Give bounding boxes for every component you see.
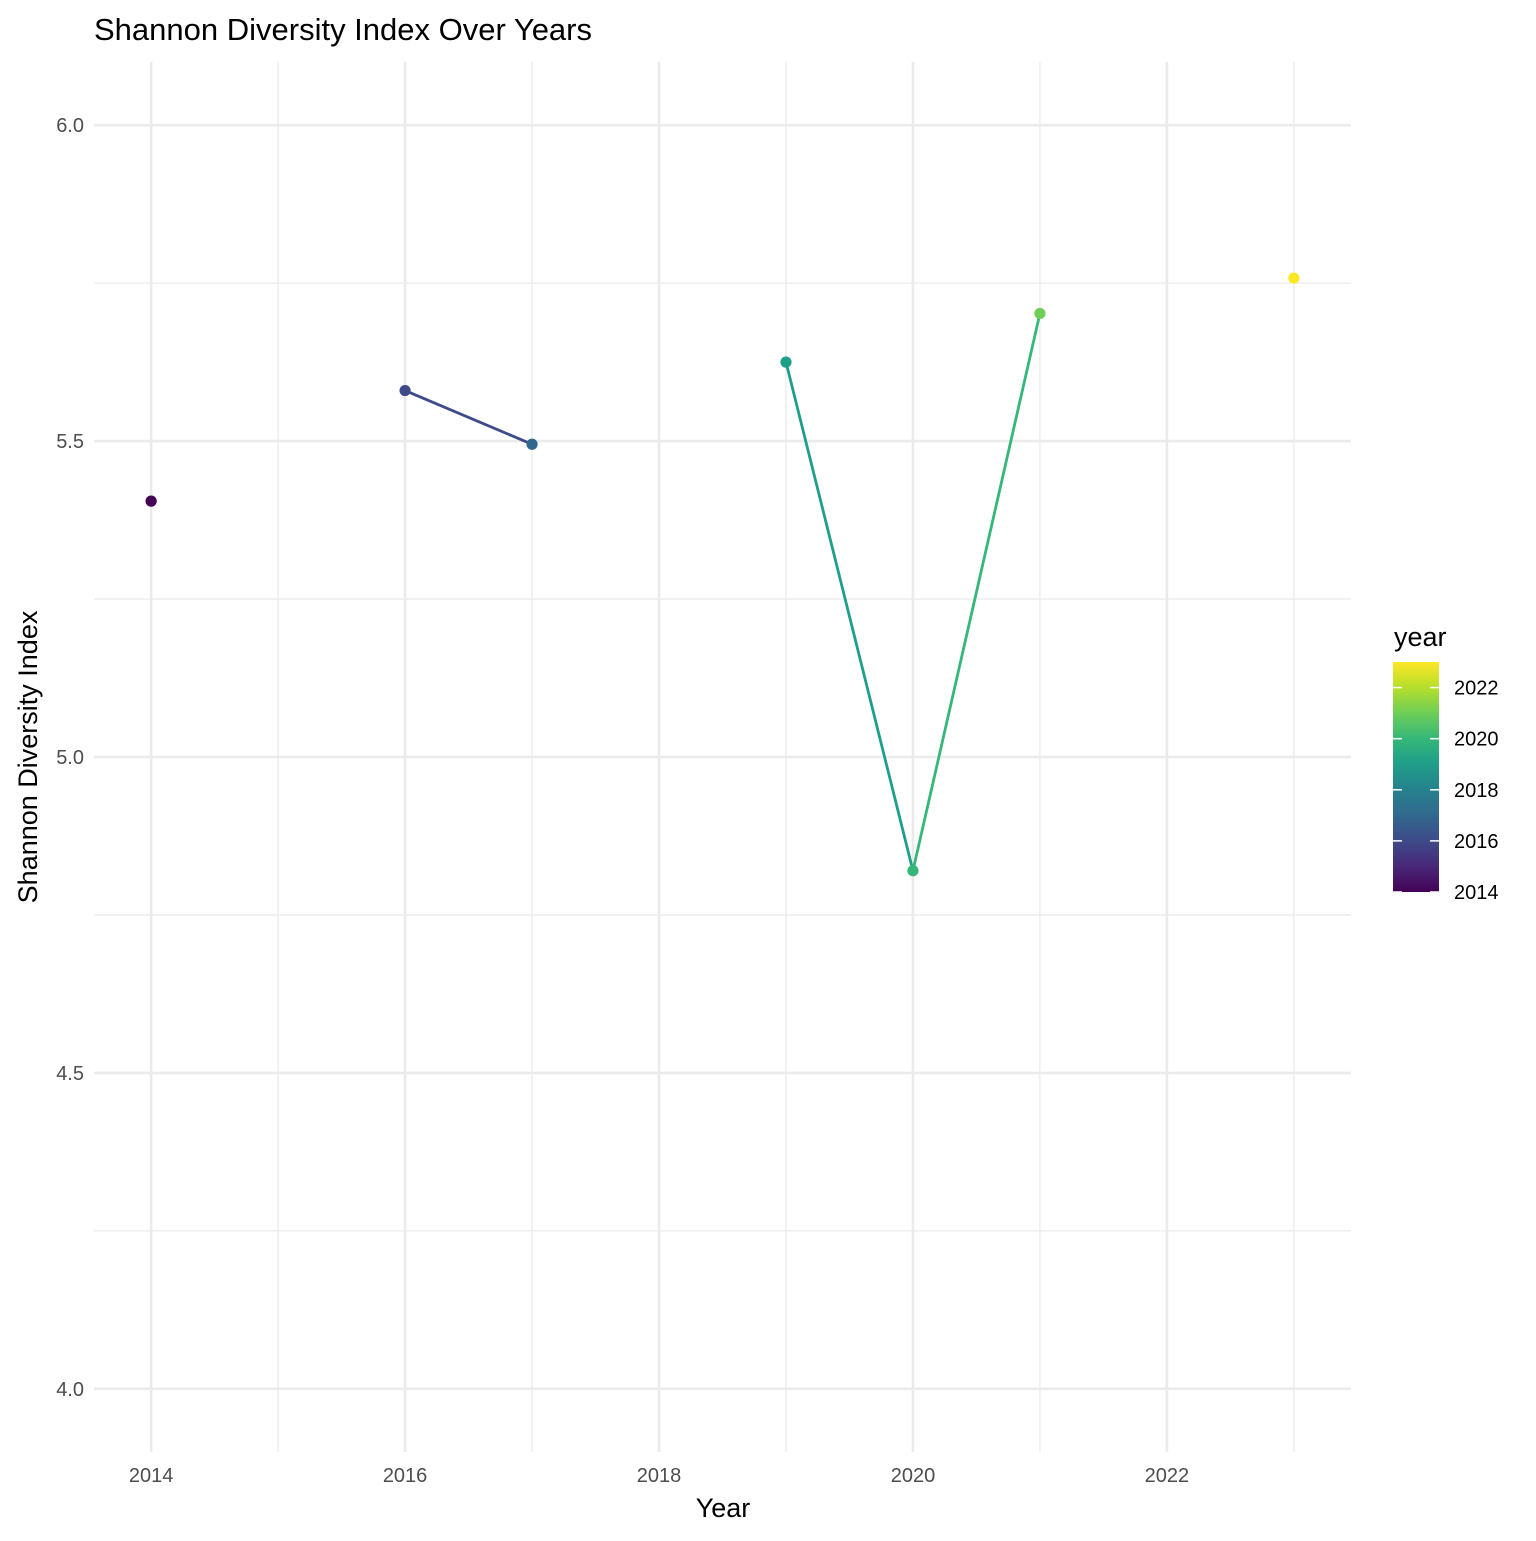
legend-tick-label: 2018	[1454, 780, 1499, 802]
legend-tick-label: 2016	[1454, 831, 1499, 853]
y-tick-label: 4.0	[56, 1379, 84, 1401]
legend-ticks: 2014 2016 2018 2020 2022	[1393, 678, 1499, 904]
y-tick-label: 6.0	[56, 115, 84, 137]
data-point	[1034, 307, 1046, 320]
x-axis-title: Year	[696, 1493, 751, 1523]
data-point	[1288, 272, 1300, 284]
data-points	[145, 272, 1300, 877]
y-tick-label: 5.5	[56, 431, 84, 453]
series-lines	[404, 313, 1042, 872]
y-tick-label: 5.0	[56, 747, 84, 769]
data-point	[145, 495, 157, 507]
legend-tick-label: 2022	[1454, 678, 1499, 700]
series-line-segment	[911, 313, 1042, 872]
data-point	[526, 438, 538, 450]
x-tick-label: 2014	[129, 1465, 174, 1487]
legend-tick-label: 2020	[1454, 729, 1499, 751]
y-tick-label: 4.5	[56, 1063, 84, 1085]
data-point	[780, 356, 792, 368]
chart-title: Shannon Diversity Index Over Years	[94, 12, 592, 47]
legend-title: year	[1394, 622, 1447, 652]
color-legend: year 2014 2016 2018 2020 2022	[1393, 622, 1499, 904]
x-tick-label: 2020	[891, 1465, 936, 1487]
legend-tick-label: 2014	[1454, 882, 1499, 904]
grid-lines	[94, 62, 1351, 1452]
series-line-segment	[404, 389, 533, 446]
legend-colorbar	[1393, 662, 1439, 892]
data-point	[907, 865, 919, 877]
axes: 4.0 4.5 5.0 5.5 6.0 2014 2016 2018 2020 2022	[56, 115, 1189, 1487]
data-point	[399, 384, 411, 397]
x-tick-label: 2018	[637, 1465, 682, 1487]
y-axis-title: Shannon Diversity Index	[13, 610, 43, 903]
x-tick-label: 2022	[1145, 1465, 1190, 1487]
series-line-segment	[784, 361, 915, 872]
x-tick-label: 2016	[383, 1465, 428, 1487]
